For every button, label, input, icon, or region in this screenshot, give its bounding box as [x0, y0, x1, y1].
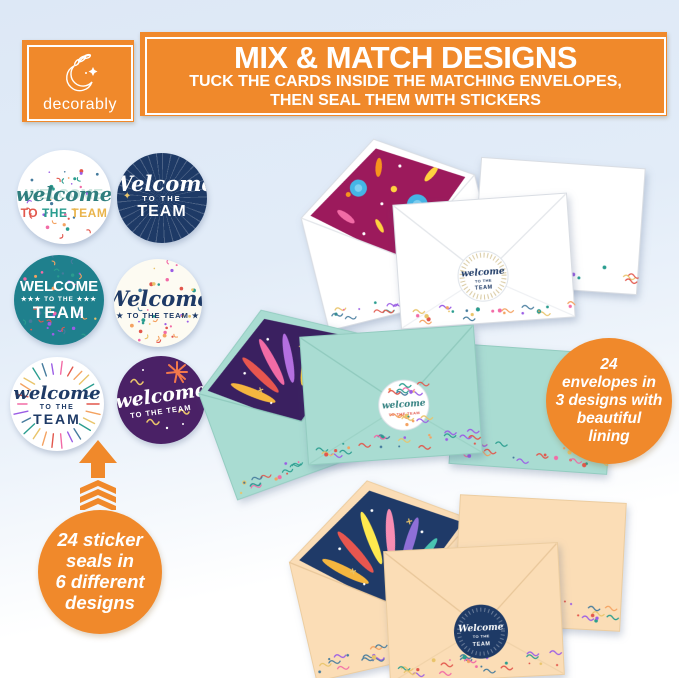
sticker-script: Welcome — [114, 286, 202, 311]
word-the: THE — [41, 206, 68, 220]
badge-line: designs — [65, 591, 135, 613]
seal-sticker-confetti-white: welcome TO THE TEAM — [378, 379, 434, 431]
confetti-strip — [315, 428, 482, 459]
sealed-envelope-mint: welcome TO THE TEAM — [299, 324, 483, 466]
confetti-strip — [397, 650, 563, 678]
sticker-script: welcome — [17, 182, 111, 206]
sticker-team: TEAM — [137, 202, 187, 220]
sealed-envelope-white: welcome TO THE TEAM — [392, 192, 577, 330]
brand-logo: decorably — [22, 40, 134, 122]
ghost-text: WELCOME — [24, 186, 104, 203]
sticker-purple-firework: welcome TO THE TEAM — [117, 356, 205, 444]
sticker-team: TEAM — [33, 411, 81, 427]
sticker-line3: TEAM — [32, 302, 86, 322]
sticker-confetti-white: WELCOME welcome TO THE TEAM — [17, 150, 111, 244]
sticker-teal-confetti: WELCOME ★★★ TO THE ★★★ TEAM — [14, 255, 104, 345]
sticker-line1: WELCOME — [19, 277, 99, 295]
sticker-subline: TO THE — [39, 404, 75, 411]
word-team: TEAM — [71, 206, 108, 220]
badge-line: 6 different — [55, 571, 145, 592]
moon-branch-icon — [66, 53, 98, 92]
svg-text:welcome: welcome — [461, 267, 505, 280]
header-banner: MIX & MATCH DESIGNS TUCK THE CARDS INSID… — [140, 32, 667, 116]
badge-line: 24 sticker — [57, 529, 143, 551]
banner-subtitle-1: TUCK THE CARDS INSIDE THE MATCHING ENVEL… — [189, 73, 622, 91]
ray-burst — [13, 360, 101, 449]
badge-line: lining — [588, 427, 630, 445]
badge-line: beautiful — [576, 409, 642, 427]
banner-subtitle-2: THEN SEAL THEM WITH STICKERS — [270, 91, 541, 109]
firework-icon — [130, 361, 190, 430]
badge-sticker-seals: 24 sticker seals in 6 different designs — [38, 510, 162, 634]
seal-sticker-navy: Welcome TO THE TEAM — [453, 604, 508, 659]
sticker-script: welcome — [13, 383, 101, 404]
brand-name: decorably — [43, 96, 117, 113]
svg-text:Welcome: Welcome — [458, 622, 504, 634]
badge-line: 24 — [600, 356, 618, 374]
sticker-subline: ★ TO THE TEAM ★ — [116, 311, 200, 320]
badge-line: seals in — [66, 550, 134, 572]
badge-envelopes: 24 envelopes in 3 designs with beautiful… — [546, 338, 672, 464]
banner-title: MIX & MATCH DESIGNS — [234, 40, 578, 76]
sticker-line2: ★★★ TO THE ★★★ — [20, 295, 98, 303]
sticker-subline: TO THE — [142, 193, 182, 203]
badge-line: 3 designs with — [555, 392, 663, 410]
seal-sticker-white-rays: welcome TO THE TEAM — [457, 250, 509, 302]
confetti-scatter — [129, 259, 196, 344]
sticker-white-rays: welcome TO THE TEAM — [10, 357, 104, 451]
sealed-envelope-peach: Welcome TO THE TEAM — [383, 542, 565, 678]
svg-text:welcome: welcome — [382, 399, 426, 412]
envelope-lining-firework — [299, 490, 463, 612]
svg-text:TO THE: TO THE — [475, 278, 492, 284]
svg-text:TO THE TEAM: TO THE TEAM — [388, 410, 420, 417]
up-arrow-icon — [79, 440, 117, 510]
sticker-cream-streamers: Welcome ★ TO THE TEAM ★ — [114, 259, 202, 347]
svg-text:TO THE: TO THE — [473, 633, 490, 639]
confetti-scatter — [22, 255, 97, 338]
badge-line: envelopes in — [562, 374, 656, 392]
svg-text:TEAM: TEAM — [475, 284, 493, 291]
svg-text:TEAM: TEAM — [473, 641, 491, 648]
star-icon: ✦ — [123, 191, 132, 202]
sticker-script: Welcome — [117, 171, 207, 197]
confetti-scatter — [26, 169, 99, 239]
confetti-strip — [412, 301, 577, 325]
sticker-navy-burst: ✦ Welcome TO THE TEAM — [117, 153, 207, 243]
word-to: TO — [20, 206, 39, 220]
